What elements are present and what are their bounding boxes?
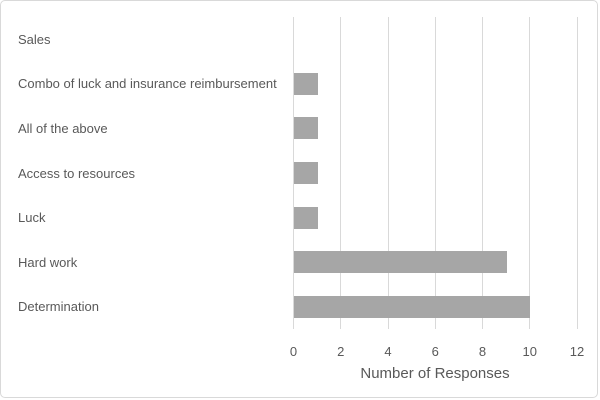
bar xyxy=(294,162,318,184)
gridline xyxy=(576,17,578,329)
gridline xyxy=(529,17,531,329)
category-label: Combo of luck and insurance reimbursemen… xyxy=(18,76,277,92)
x-tick-label: 8 xyxy=(478,344,487,359)
x-tick-label: 4 xyxy=(384,344,392,359)
category-label: All of the above xyxy=(18,120,108,136)
gridline xyxy=(482,17,483,329)
category-label: Luck xyxy=(18,210,46,226)
x-tick-label: 10 xyxy=(522,344,537,359)
bar xyxy=(294,117,318,140)
gridline xyxy=(340,17,342,329)
bar xyxy=(294,295,531,318)
bar xyxy=(294,72,318,95)
bar xyxy=(294,206,318,229)
x-tick-label: 12 xyxy=(569,344,585,359)
category-label: Sales xyxy=(18,31,51,47)
x-axis-title: Number of Responses xyxy=(360,365,510,382)
x-tick-label: 2 xyxy=(337,344,345,359)
x-tick-label: 0 xyxy=(289,344,298,359)
gridline xyxy=(387,17,389,329)
y-axis-line xyxy=(293,17,294,329)
x-tick-label: 6 xyxy=(431,344,439,359)
gridline xyxy=(434,17,436,329)
category-label: Hard work xyxy=(18,254,78,270)
category-label: Access to resources xyxy=(18,165,136,181)
category-label: Determination xyxy=(18,299,99,315)
bar xyxy=(294,251,507,274)
